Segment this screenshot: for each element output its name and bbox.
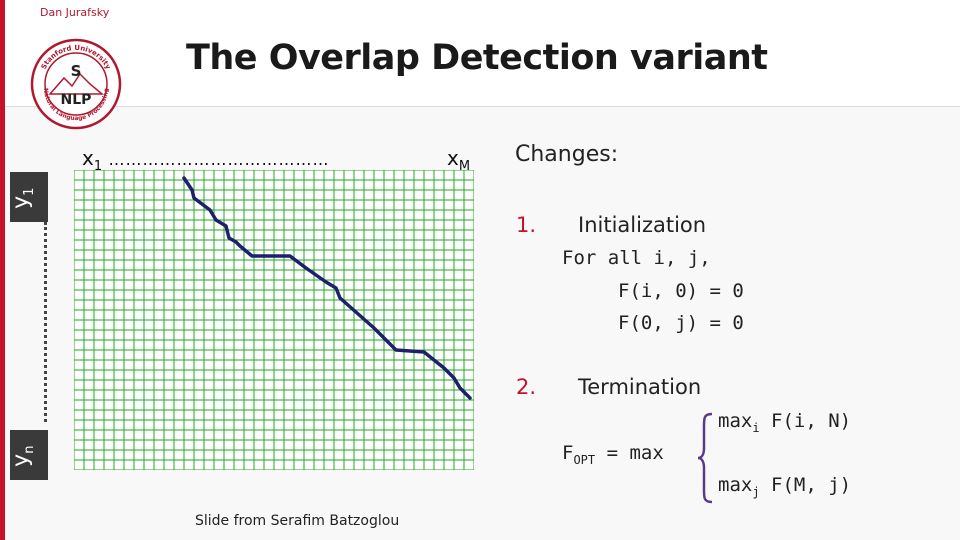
x-end-label-group: xM — [447, 146, 470, 174]
x-end-subscript: M — [458, 159, 471, 174]
y-start-label-group: y1 — [8, 188, 36, 209]
case2-expression: F(M, j) — [759, 474, 852, 496]
curly-brace-icon — [697, 412, 713, 504]
case1-max: max — [718, 410, 753, 432]
f-opt-main: F — [562, 442, 574, 464]
logo-letter-s: S — [71, 62, 82, 80]
grid-lines — [74, 170, 474, 470]
termination-lhs: FOPT = max — [562, 442, 664, 467]
author-name: Dan Jurafsky — [40, 6, 110, 19]
item2-label: Termination — [578, 375, 702, 399]
left-accent-bar — [0, 0, 5, 540]
termination-case-2: maxj F(M, j) — [718, 474, 851, 499]
logo-letters-nlp: NLP — [61, 92, 92, 108]
y-end-label: y — [8, 453, 34, 467]
alignment-path — [182, 176, 472, 400]
slide-credit: Slide from Serafim Batzoglou — [195, 513, 400, 529]
case1-subscript: i — [752, 420, 760, 435]
item2-number: 2. — [516, 375, 537, 399]
alignment-grid — [74, 170, 474, 470]
y-end-box: yn — [8, 430, 48, 480]
stanford-nlp-logo: S NLP Stanford University Natural Langua… — [30, 38, 122, 130]
case2-max: max — [718, 474, 753, 496]
init-line-3: F(0, j) = 0 — [618, 312, 744, 334]
item1-number: 1. — [516, 213, 537, 237]
y-start-label: y — [8, 195, 34, 209]
init-line-2: F(i, 0) = 0 — [618, 280, 744, 302]
y-end-label-group: yn — [8, 446, 36, 467]
y-axis-dots — [44, 222, 50, 422]
y-end-subscript: n — [21, 445, 37, 454]
equals-max: = max — [606, 442, 664, 464]
header-divider — [5, 106, 960, 107]
case2-subscript: j — [752, 484, 760, 499]
slide-title: The Overlap Detection variant — [186, 38, 768, 78]
x-start-subscript: 1 — [93, 159, 103, 174]
init-line-1: For all i, j, — [562, 247, 711, 269]
x-axis-label: x1 ………………………………… — [82, 146, 329, 174]
x-start-label: x — [82, 146, 94, 170]
case1-expression: F(i, N) — [759, 410, 852, 432]
y-start-box: y1 — [8, 172, 48, 222]
item1-label: Initialization — [578, 213, 707, 237]
x-end-label: x — [447, 146, 459, 170]
y-start-subscript: 1 — [21, 187, 37, 196]
f-opt-subscript: OPT — [573, 452, 596, 467]
x-axis-dots: ………………………………… — [108, 150, 330, 169]
changes-heading: Changes: — [515, 142, 619, 167]
header-band — [5, 0, 960, 108]
termination-case-1: maxi F(i, N) — [718, 410, 851, 435]
